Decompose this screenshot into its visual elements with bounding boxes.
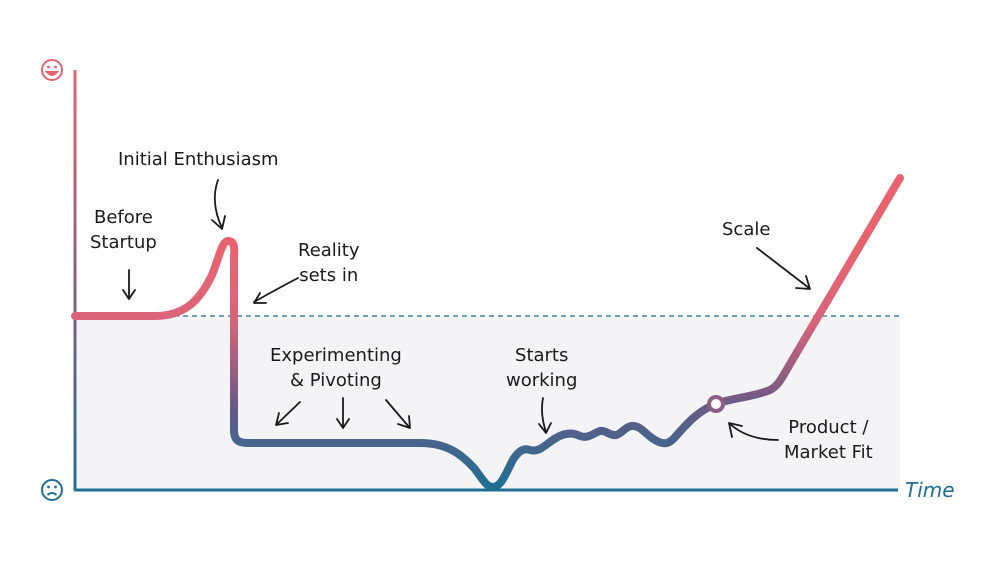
startup-curve: [71, 174, 904, 491]
happy-face-icon: [41, 59, 63, 81]
arrow-initial-enthusiasm: [211, 179, 226, 230]
sad-face-icon: [41, 479, 63, 501]
label-reality-sets-in: Reality sets in: [298, 240, 360, 286]
arrow-experimenting-middle: [336, 397, 350, 429]
arrow-product-market-fit: [728, 422, 779, 441]
arrow-starts-working: [538, 397, 552, 434]
baseline-zone: [75, 316, 900, 490]
x-axis-label: Time: [905, 478, 955, 502]
arrow-reality-sets-in: [253, 277, 299, 304]
label-starts-working: Starts working: [506, 345, 578, 391]
product-market-fit-marker: [707, 395, 725, 413]
label-scale: Scale: [722, 219, 771, 240]
arrow-experimenting-right: [385, 399, 411, 429]
arrow-experimenting-left: [275, 401, 301, 426]
arrow-before-startup: [122, 269, 136, 300]
label-before-startup: Before Startup: [90, 207, 157, 253]
label-initial-enthusiasm: Initial Enthusiasm: [118, 149, 279, 170]
arrow-scale: [756, 247, 811, 290]
label-product-market-fit: Product / Market Fit: [784, 417, 873, 463]
label-experimenting-pivoting: Experimenting & Pivoting: [270, 345, 402, 391]
